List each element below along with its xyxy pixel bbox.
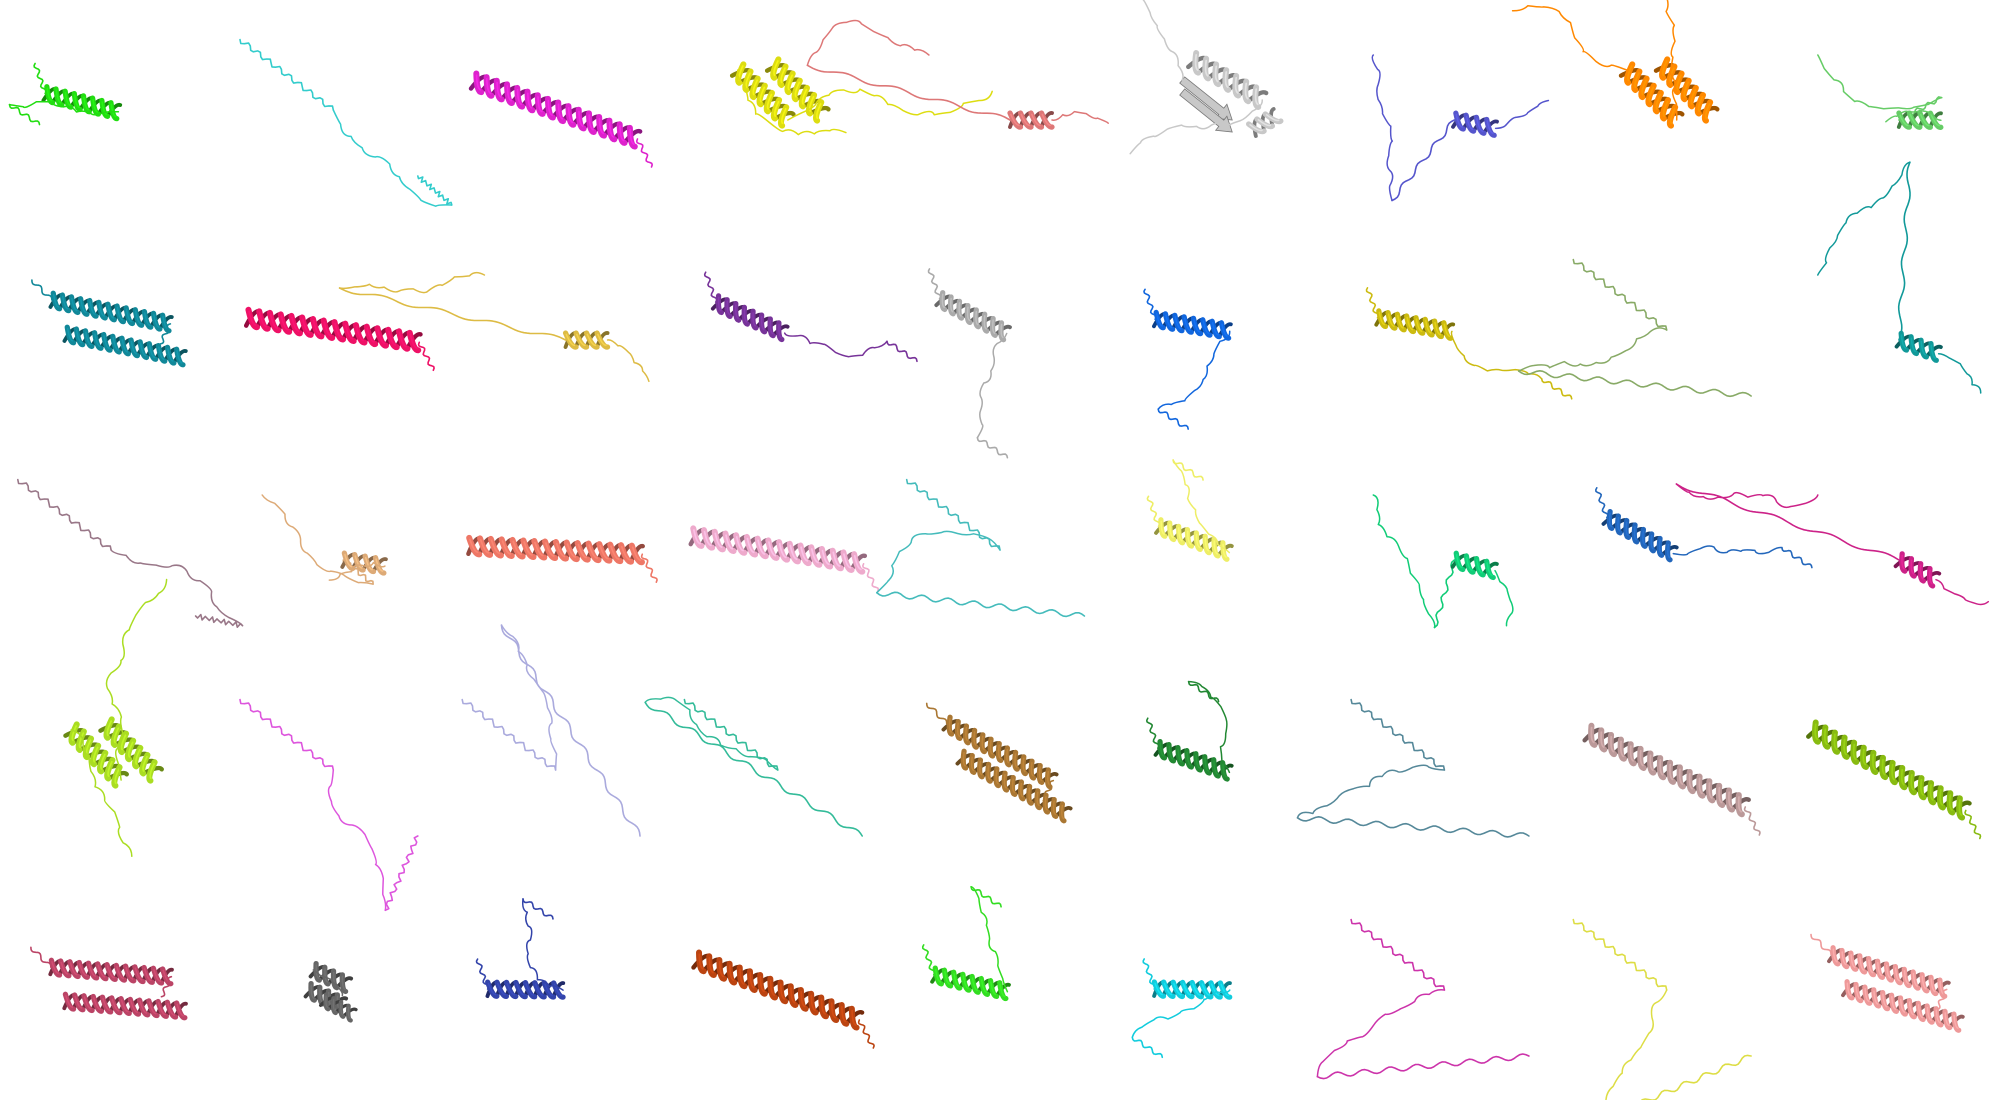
protein-structure-1-7 [1371,54,1550,202]
protein-structure-2-2 [243,306,435,372]
protein-structure-2-9 [1817,161,1982,394]
protein-structure-1-8 [1511,0,1720,129]
protein-structure-5-2 [303,960,358,1023]
protein-structure-5-5 [921,886,1011,1002]
protein-structure-2-3 [338,271,650,383]
protein-structure-4-8 [1582,722,1761,836]
protein-structure-5-1 [30,946,188,1021]
protein-structure-5-9 [1810,933,1965,1033]
protein-structure-4-3 [461,624,641,837]
protein-structure-1-5 [806,19,1109,130]
protein-structure-1-3 [468,70,653,168]
protein-structure-3-4 [688,525,880,593]
protein-structure-4-4 [644,696,863,837]
protein-structure-4-5 [925,702,1073,824]
protein-structure-3-9 [1675,483,1990,606]
protein-structure-2-4 [703,271,918,363]
protein-structure-5-3 [475,898,566,1000]
protein-structure-5-6 [1131,958,1233,1059]
protein-structure-1-6 [1129,0,1284,155]
protein-structure-1-9 [1817,54,1944,130]
protein-structure-3-3 [466,534,658,583]
protein-structure-4-1 [63,578,168,858]
protein-structure-4-2 [239,698,419,912]
protein-structure-3-7 [1372,494,1514,629]
protein-structure-3-2 [261,494,388,585]
protein-structure-4-6 [1146,680,1234,782]
protein-structure-2-5 [927,268,1012,459]
protein-structure-1-4 [729,56,993,136]
protein-structure-5-8 [1572,918,1752,1100]
protein-structure-1-1 [8,62,123,126]
protein-structure-2-6 [1143,288,1233,430]
protein-structure-3-6 [1146,459,1234,562]
protein-structure-5-4 [691,949,875,1049]
protein-structure-3-5 [876,478,1086,618]
protein-structure-5-7 [1316,918,1530,1080]
protein-structure-2-1 [31,279,188,368]
protein-structure-2-8 [1517,258,1752,398]
protein-structure-3-1 [17,478,244,628]
protein-structure-4-9 [1806,719,1982,840]
protein-structure-2-7 [1365,287,1573,400]
protein-structure-4-7 [1296,698,1530,838]
protein-structure-3-8 [1595,487,1813,569]
protein-structure-1-2 [239,38,453,207]
